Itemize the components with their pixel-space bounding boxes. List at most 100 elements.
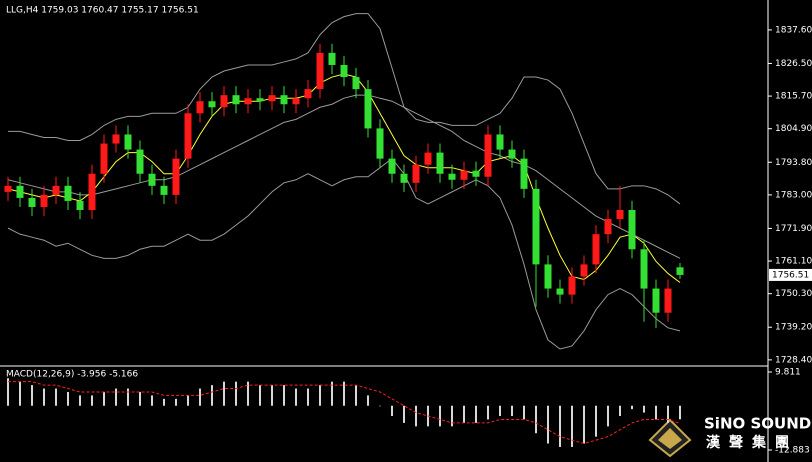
candle-body — [340, 64, 348, 78]
candle-body — [112, 134, 120, 144]
candle-body — [508, 149, 516, 159]
y-tick-label: 1815.70 — [775, 92, 812, 102]
histogram-bar — [391, 405, 393, 417]
histogram-bar — [151, 395, 153, 406]
histogram-bar — [139, 391, 141, 406]
histogram-bar — [583, 405, 585, 444]
histogram-bar — [511, 405, 513, 417]
candle-body — [580, 264, 588, 277]
candle-body — [160, 185, 168, 195]
candle-body — [256, 98, 264, 102]
candle-body — [4, 185, 12, 192]
histogram-bar — [127, 388, 129, 406]
candle-body — [652, 288, 660, 313]
candle-body — [448, 173, 456, 180]
y-tick-label: 1826.50 — [775, 59, 812, 69]
histogram-bar — [643, 405, 645, 413]
candle-body — [16, 185, 24, 198]
y-tick-label: 1793.80 — [775, 158, 812, 168]
price-label: 1756.51 — [772, 270, 809, 280]
histogram-bar — [331, 381, 333, 406]
histogram-bar — [247, 381, 249, 406]
overlay-line — [7, 94, 681, 259]
histogram-bar — [103, 391, 105, 406]
y-tick-label: 1837.60 — [775, 25, 812, 35]
overlay-line — [7, 73, 681, 283]
histogram-bar — [451, 405, 453, 427]
signal-line — [8, 381, 681, 445]
histogram-bar — [199, 388, 201, 406]
histogram-bar — [631, 405, 633, 410]
candle-body — [424, 152, 432, 165]
candle-body — [196, 101, 204, 114]
histogram-bar — [607, 405, 609, 427]
candle-body — [28, 197, 36, 207]
histogram-bar — [7, 378, 9, 406]
histogram-bar — [655, 405, 657, 420]
histogram-bar — [223, 381, 225, 406]
candle-body — [592, 234, 600, 265]
candle-body — [484, 134, 492, 177]
candle-body — [400, 173, 408, 183]
candle-body — [412, 164, 420, 183]
histogram-bar — [307, 388, 309, 406]
histogram-bar — [667, 405, 669, 423]
candle-body — [64, 185, 72, 201]
candle-body — [244, 98, 252, 105]
candle-body — [496, 134, 504, 150]
candle-body — [376, 128, 384, 159]
histogram-bar — [259, 385, 261, 406]
candle-body — [544, 264, 552, 289]
y-tick-label: -12.883 — [775, 446, 810, 456]
histogram-bar — [79, 395, 81, 406]
candle-body — [220, 95, 228, 108]
overlay-line — [8, 13, 681, 205]
overlay-line — [7, 157, 681, 350]
logo-icon-inner — [658, 428, 682, 449]
logo-chinese: 漢聲集團 — [706, 434, 798, 451]
candle-body — [136, 149, 144, 174]
histogram-bar — [595, 405, 597, 437]
candle-body — [556, 288, 564, 295]
candle-body — [280, 95, 288, 105]
y-tick-label: 1783.00 — [775, 190, 812, 200]
histogram-bar — [415, 405, 417, 427]
candle-body — [628, 209, 636, 250]
chart-title: LLG,H4 1759.03 1760.47 1755.17 1756.51 — [6, 6, 199, 16]
histogram-bar — [319, 385, 321, 406]
candle-body — [640, 249, 648, 289]
histogram-bar — [175, 398, 177, 406]
histogram-bar — [679, 405, 681, 420]
candle-body — [616, 209, 624, 220]
candle-body — [268, 95, 276, 102]
histogram-bar — [559, 405, 561, 447]
candle-body — [184, 113, 192, 159]
candle-body — [40, 194, 48, 207]
y-tick-label: 1750.30 — [775, 289, 812, 299]
candle-body — [604, 219, 612, 235]
logo: SiNO SOUND 漢聲集團 — [648, 415, 811, 458]
candle-body — [328, 52, 336, 65]
histogram-bar — [571, 405, 573, 447]
histogram-bar — [343, 381, 345, 406]
histogram-bar — [55, 388, 57, 406]
candle-body — [88, 173, 96, 210]
histogram-bar — [535, 405, 537, 434]
histogram-bar — [499, 405, 501, 417]
candle-body — [568, 276, 576, 295]
candle-body — [352, 77, 360, 90]
histogram-bar — [367, 395, 369, 406]
candle-body — [316, 52, 324, 90]
candle-body — [664, 288, 672, 313]
candle-body — [472, 170, 480, 177]
candle-body — [364, 89, 372, 129]
candle-body — [436, 152, 444, 174]
candle-body — [388, 158, 396, 174]
y-tick-label: 1739.20 — [775, 323, 812, 333]
candle-body — [172, 158, 180, 195]
histogram-bar — [403, 405, 405, 423]
candle-body — [52, 185, 60, 195]
histogram-bar — [43, 388, 45, 406]
